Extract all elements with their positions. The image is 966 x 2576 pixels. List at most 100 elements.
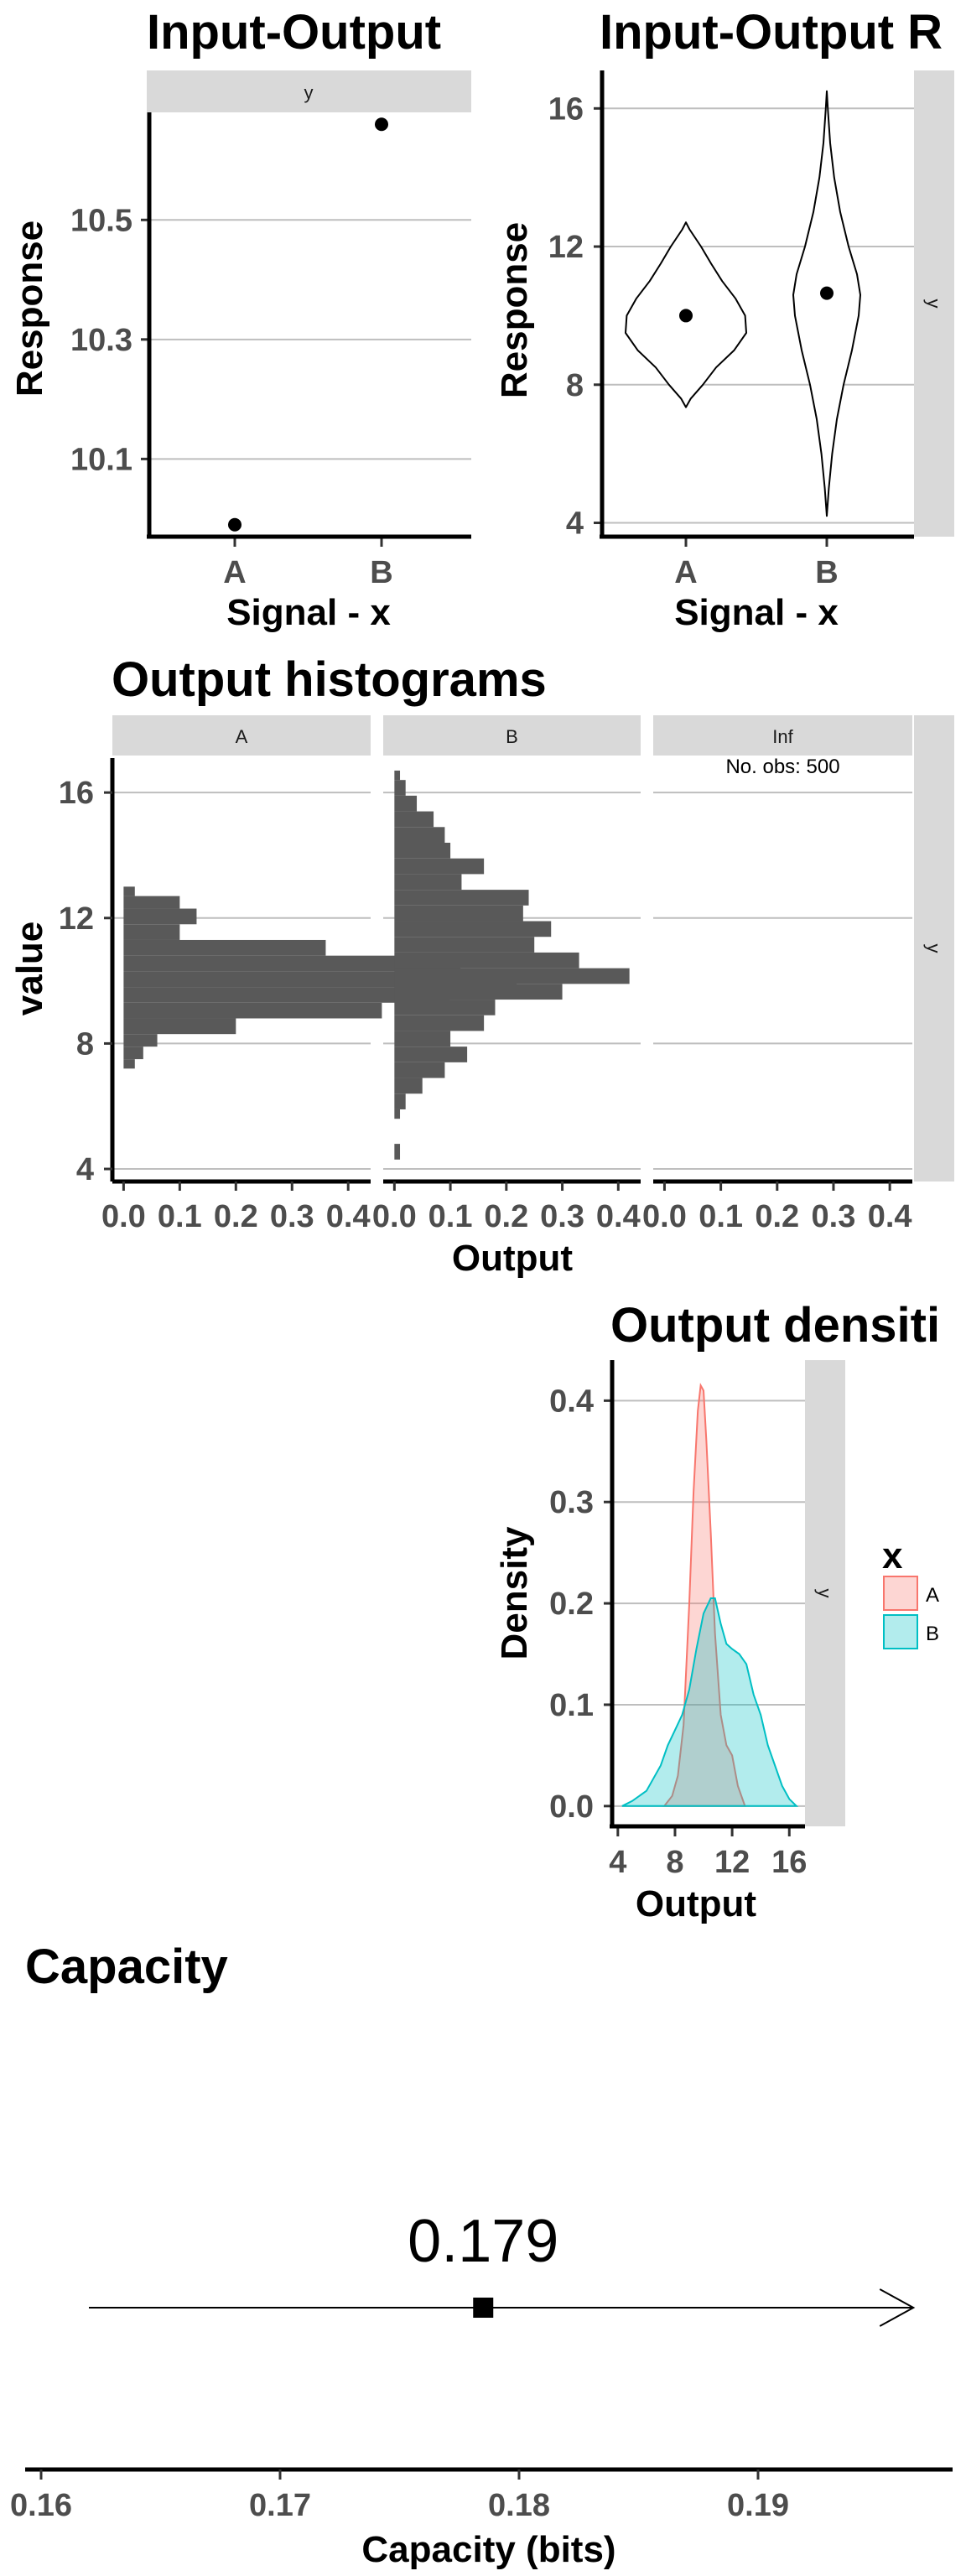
histogram-bar: [394, 952, 579, 969]
density-area-A: [662, 1382, 746, 1807]
histogram-bar: [123, 1046, 143, 1060]
histogram-x-tick-label: 0.2: [755, 1199, 799, 1234]
density-x-tick-label: 16: [771, 1845, 807, 1880]
histogram-bar: [394, 827, 445, 843]
histogram-x-tick-label: 0.3: [812, 1199, 856, 1234]
scatter-facet-strip-label: y: [304, 82, 314, 103]
density-x-tick-label: 8: [666, 1845, 683, 1880]
density-legend: x AB: [882, 1535, 939, 1649]
histogram-facet-strip-label: B: [506, 726, 518, 747]
histogram-bar: [123, 896, 180, 909]
density-facet-strip-label: y: [814, 1589, 835, 1598]
histogram-facet-strip-label: Inf: [772, 726, 793, 747]
histogram-bar: [394, 905, 523, 922]
density-y-tick-label: 0.4: [549, 1384, 594, 1419]
legend-key-A: [883, 1576, 918, 1611]
density-y-tick-label: 0.3: [549, 1485, 594, 1520]
histogram-y-tick-label: 4: [76, 1152, 94, 1187]
histogram-bar: [394, 921, 552, 937]
histogram-x-tick-label: 0.3: [270, 1199, 314, 1234]
scatter-facet-strip: [147, 70, 471, 112]
legend-title: x: [882, 1535, 903, 1576]
scatter-y-tick-label: 10.3: [70, 323, 132, 358]
scatter-x-tick-label: A: [223, 555, 246, 590]
scatter-chart-title: Input-Output: [147, 5, 441, 60]
histogram-bar: [394, 984, 563, 1000]
histogram-facet-Inf: Inf No. obs: 500 0.0 0.1 0.2 0.3 0.4: [642, 715, 912, 1234]
capacity-x-tick-label: 0.17: [249, 2488, 311, 2523]
histogram-bar: [123, 1059, 135, 1069]
legend-label-B: B: [926, 1623, 939, 1645]
density-x-tick-label: 12: [714, 1845, 750, 1880]
histograms-row-strip-label: y: [923, 944, 944, 953]
violin-mean-point-B: [820, 286, 834, 300]
histogram-facet-strip: [383, 715, 641, 756]
panel-input-output-violin: Input-Output R y 4 8 12 16 A B Response Sign…: [494, 5, 954, 633]
scatter-y-axis-label: Response: [9, 221, 50, 397]
histogram-x-tick-label: 0.3: [540, 1199, 584, 1234]
density-y-axis-label: Density: [494, 1526, 535, 1659]
histogram-bar: [394, 770, 401, 781]
histogram-x-tick-label: 0.1: [158, 1199, 202, 1234]
histogram-bar: [123, 908, 197, 925]
panel-output-densities: Output densiti y 0.00.10.20.30.4 4 8 12 16 …: [494, 1298, 940, 1924]
scatter-y-tick-label: 10.1: [70, 442, 132, 477]
histogram-bar: [394, 1000, 496, 1015]
histogram-bar: [394, 1078, 423, 1094]
violin-y-tick-label: 12: [548, 230, 584, 265]
violin-mean-point-A: [679, 309, 693, 323]
violin-x-axis-label: Signal - x: [674, 592, 839, 633]
density-x-tick-label: 4: [609, 1845, 626, 1880]
violin-x-tick-label: A: [674, 555, 697, 590]
histogram-bar: [394, 858, 485, 875]
histogram-x-tick-label: 0.4: [868, 1199, 912, 1234]
legend-label-A: A: [926, 1584, 939, 1607]
histogram-x-tick-label: 0.4: [326, 1199, 371, 1234]
violin-chart-title: Input-Output R: [600, 5, 943, 60]
density-y-tick-label: 0.2: [549, 1587, 594, 1622]
scatter-point: [375, 117, 388, 132]
histogram-bar: [123, 886, 135, 896]
density-x-axis-label: Output: [636, 1883, 757, 1924]
legend-key-B: [883, 1614, 918, 1649]
capacity-x-tick-label: 0.19: [727, 2488, 789, 2523]
violin-y-tick-label: 4: [566, 506, 584, 542]
histogram-x-tick-label: 0.1: [699, 1199, 743, 1234]
histogram-facet-strip: [112, 715, 371, 756]
histograms-row-strip: [914, 715, 954, 1182]
histogram-bar: [394, 811, 434, 828]
violin-y-axis-label: Response: [494, 222, 535, 398]
histograms-x-axis-label: Output: [452, 1238, 574, 1279]
histogram-x-tick-label: 0.2: [214, 1199, 258, 1234]
violin-y-tick-label: 8: [566, 368, 584, 403]
histogram-bar: [123, 955, 461, 972]
capacity-value-label: 0.179: [408, 2208, 558, 2275]
histogram-facet-strip: [653, 715, 912, 756]
capacity-x-tick-label: 0.16: [10, 2488, 72, 2523]
histogram-bar: [394, 780, 406, 796]
capacity-arrow-head: [879, 2288, 916, 2327]
panel-output-histograms: Output histograms y A 0.0 0.1 0.2 0.3 0.4 B 0.0…: [9, 652, 954, 1279]
density-y-tick-label: 0.0: [549, 1789, 594, 1825]
histogram-x-tick-label: 0.4: [596, 1199, 641, 1234]
histogram-x-tick-label: 0.0: [372, 1199, 417, 1234]
histogram-bar: [123, 1002, 382, 1019]
histogram-bar: [394, 1046, 468, 1062]
histogram-bar: [123, 987, 449, 1003]
histogram-y-tick-label: 8: [76, 1026, 94, 1062]
capacity-chart-title: Capacity: [25, 1940, 228, 1994]
capacity-point: [473, 2298, 494, 2318]
violin-facet-strip: [914, 70, 954, 537]
histograms-chart-title: Output histograms: [112, 652, 547, 707]
histogram-bar: [394, 795, 418, 812]
violin-shape-B: [792, 90, 861, 517]
histogram-bar: [394, 1062, 445, 1078]
histogram-obs-note: No. obs: 500: [725, 756, 839, 778]
histogram-x-tick-label: 0.0: [642, 1199, 687, 1234]
histogram-bar: [394, 1015, 485, 1031]
histogram-x-tick-label: 0.0: [101, 1199, 146, 1234]
histogram-bar: [394, 968, 630, 984]
violin-facet-strip-label: y: [923, 299, 944, 309]
histogram-bar: [394, 1031, 451, 1047]
